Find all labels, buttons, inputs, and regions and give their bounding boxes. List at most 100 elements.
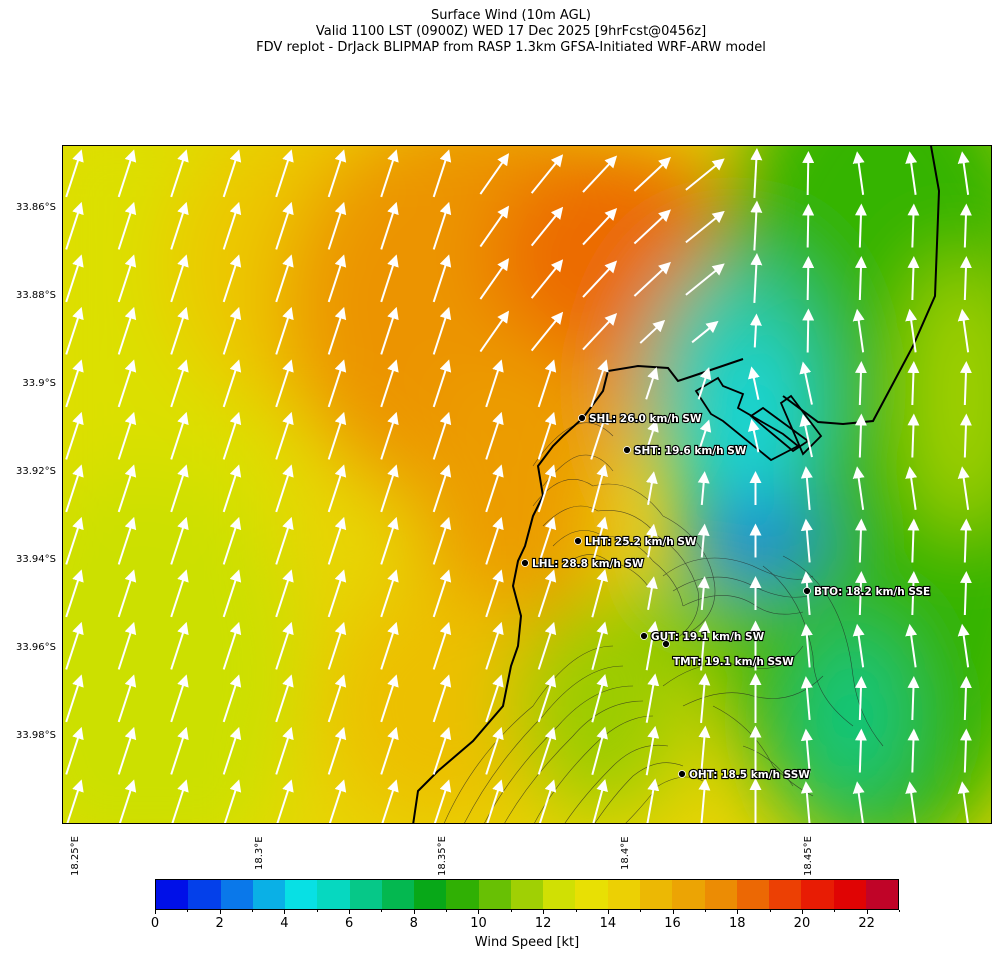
colorbar-tick-label: 4	[280, 916, 289, 931]
wind-arrow-icon	[432, 464, 452, 513]
wind-arrow-icon	[380, 149, 399, 198]
wind-arrow-icon	[479, 153, 510, 195]
wind-arrow-icon	[275, 674, 294, 723]
wind-arrow-icon	[645, 419, 659, 453]
colorbar-segment	[639, 880, 673, 909]
station-tmt[interactable]: TMT: 19.1 km/h SSW	[662, 640, 795, 669]
colorbar-tick	[381, 910, 383, 912]
wind-arrow-icon	[380, 411, 399, 460]
wind-arrow-icon	[530, 259, 564, 299]
wind-arrow-icon	[697, 471, 710, 506]
wind-arrow-icon	[907, 203, 920, 248]
wind-arrow-icon	[645, 366, 659, 400]
wind-arrow-icon	[117, 306, 137, 355]
colorbar-tick	[866, 910, 868, 914]
station-bto[interactable]: BTO: 18.2 km/h SSE	[803, 585, 931, 599]
wind-arrow-icon	[327, 306, 347, 355]
wind-arrow-icon	[117, 359, 137, 408]
wind-arrow-icon	[800, 728, 813, 773]
y-tick-label: 33.86°S	[16, 202, 56, 213]
wind-arrow-icon	[698, 725, 711, 776]
colorbar-tick	[899, 910, 900, 912]
wind-arrow-icon	[905, 466, 918, 510]
wind-arrow-icon	[750, 148, 763, 199]
wind-arrow-icon	[582, 208, 618, 246]
wind-arrow-icon	[275, 359, 294, 408]
wind-arrow-icon	[802, 308, 815, 353]
wind-arrow-icon	[799, 361, 813, 405]
colorbar-segment	[317, 880, 350, 909]
colorbar-tick-label: 20	[793, 916, 811, 931]
colorbar-segment	[220, 880, 253, 909]
wind-arrow-icon	[170, 306, 189, 355]
wind-arrow-icon	[170, 149, 189, 198]
wind-arrow-icon	[907, 256, 920, 301]
wind-arrow-icon	[485, 621, 504, 670]
wind-arrow-icon	[170, 726, 189, 775]
wind-arrow-icon	[380, 201, 399, 250]
colorbar-tick-label: 22	[858, 916, 875, 931]
wind-arrow-icon	[854, 571, 867, 616]
colorbar-tick	[316, 910, 318, 912]
wind-arrow-icon	[380, 359, 399, 408]
station-label: TMT: 19.1 km/h SSW	[673, 656, 794, 668]
wind-arrow-icon	[645, 576, 658, 610]
station-gut[interactable]: GUT: 19.1 km/h SW	[640, 630, 766, 644]
colorbar-segment	[607, 880, 640, 909]
station-sht[interactable]: SHT: 19.6 km/h SW	[623, 444, 748, 458]
wind-arrow-icon	[645, 673, 660, 723]
wind-arrow-icon	[432, 726, 452, 775]
wind-arrow-icon	[582, 313, 618, 351]
wind-arrow-icon	[582, 260, 618, 298]
wind-arrow-icon	[118, 779, 137, 823]
wind-arrow-icon	[276, 779, 294, 823]
colorbar-segment	[414, 880, 447, 909]
colorbar-tick	[737, 910, 739, 914]
colorbar-tick	[252, 910, 254, 912]
colorbar-segment	[704, 880, 737, 909]
wind-arrow-icon	[907, 676, 920, 721]
wind-arrow-icon	[432, 516, 452, 565]
wind-arrow-icon	[170, 201, 189, 250]
title-line-2: Valid 1100 LST (0900Z) WED 17 Dec 2025 […	[315, 24, 707, 39]
wind-arrow-icon	[957, 781, 970, 823]
wind-arrow-icon	[537, 726, 557, 775]
wind-arrow-icon	[591, 568, 608, 618]
wind-arrow-icon	[479, 205, 510, 248]
station-shl[interactable]: SHL: 26.0 km/h SW	[578, 412, 703, 426]
colorbar-segment	[801, 880, 834, 909]
wind-arrow-icon	[380, 569, 399, 618]
station-lhl[interactable]: LHL: 28.8 km/h SW	[521, 557, 645, 571]
colorbar-tick	[284, 910, 286, 914]
wind-arrow-icon	[65, 516, 84, 565]
wind-arrow-icon	[685, 210, 725, 244]
wind-arrow-icon	[222, 674, 242, 723]
wind-arrow-icon	[800, 518, 813, 563]
colorbar-segment	[510, 880, 544, 909]
wind-arrow-icon	[591, 726, 608, 776]
station-label: GUT: 19.1 km/h SW	[651, 631, 765, 643]
wind-arrow-icon	[222, 254, 242, 303]
wind-arrow-icon	[645, 620, 660, 671]
wind-arrow-icon	[852, 623, 865, 668]
wind-arrow-icon	[380, 464, 399, 513]
station-dot-icon	[578, 414, 586, 422]
wind-arrow-icon	[327, 464, 347, 513]
colorbar-tick-label: 6	[344, 916, 354, 931]
wind-arrow-icon	[959, 571, 972, 616]
station-lht[interactable]: LHT: 25.2 km/h SW	[574, 535, 698, 549]
wind-arrow-icon	[852, 781, 865, 823]
wind-arrow-icon	[485, 726, 504, 775]
wind-arrow-icon	[65, 464, 84, 513]
station-oht[interactable]: OHT: 18.5 km/h SSW	[678, 768, 811, 782]
wind-arrow-icon	[537, 621, 557, 670]
wind-map[interactable]: SHL: 26.0 km/h SW SHT: 19.6 km/h SW LHT: 2…	[62, 145, 992, 824]
station-dot-icon	[678, 770, 686, 778]
wind-arrow-icon	[957, 151, 970, 195]
wind-arrow-icon	[117, 149, 137, 198]
wind-arrow-icon	[222, 149, 242, 198]
wind-arrow-icon	[697, 366, 712, 400]
wind-arrow-icon	[65, 359, 84, 408]
colorbar-segment	[543, 880, 576, 909]
wind-arrow-icon	[327, 674, 347, 723]
